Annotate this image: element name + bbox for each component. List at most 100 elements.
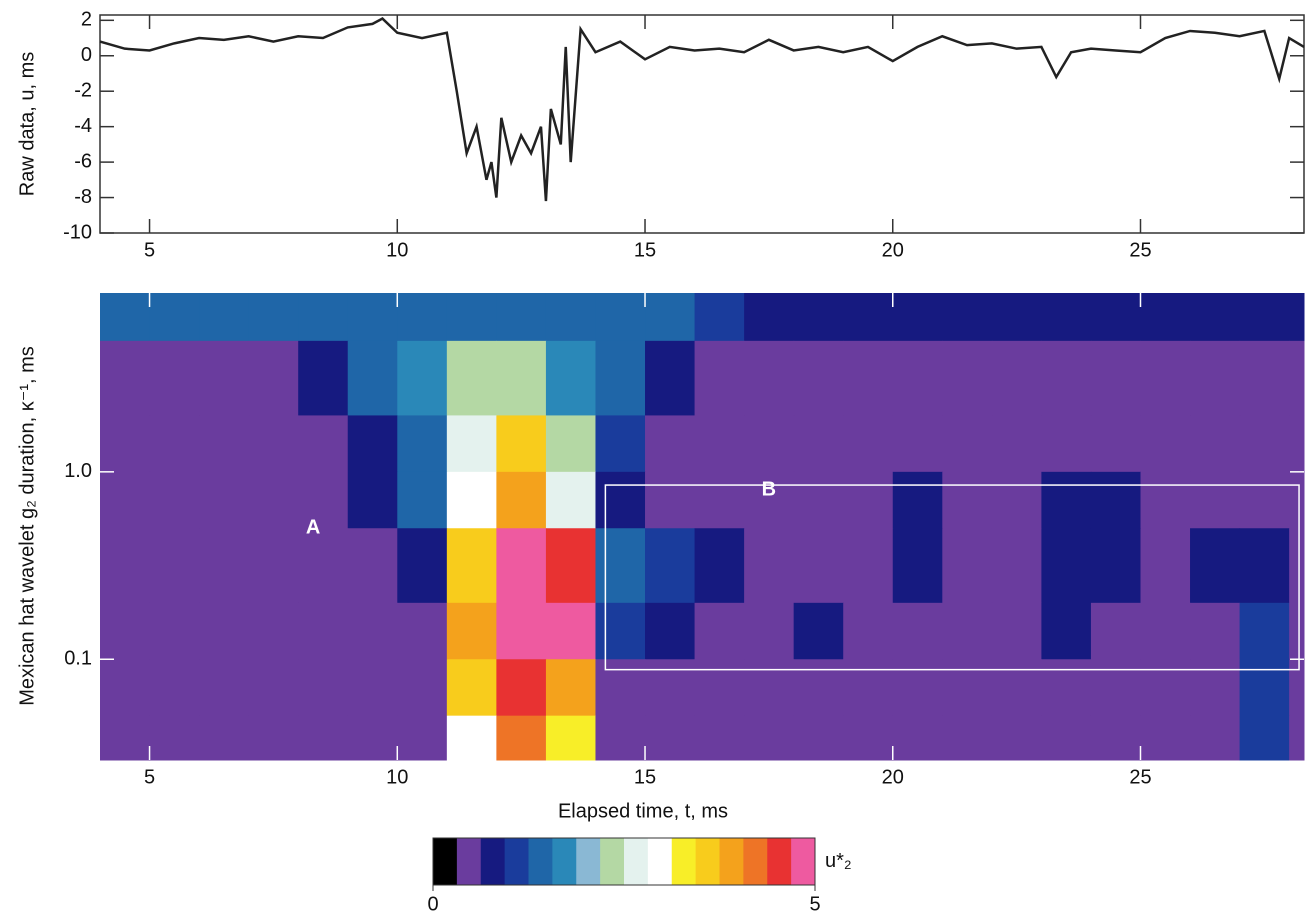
x-tick-label: 25: [1129, 239, 1151, 261]
heatmap-cell: [149, 340, 200, 416]
y-tick-label: -4: [74, 115, 92, 137]
heatmap-cell: [397, 471, 448, 529]
region-box: [604, 484, 1300, 671]
heatmap-cell: [446, 602, 497, 660]
heatmap-cell: [645, 340, 696, 416]
heatmap-cell: [892, 415, 943, 473]
heatmap-cell: [1041, 715, 1092, 761]
heatmap-cell: [645, 659, 696, 717]
heatmap-cell: [1239, 471, 1290, 529]
heatmap-cell: [1090, 293, 1141, 342]
heatmap-cell: [496, 415, 547, 473]
heatmap-cell: [1190, 602, 1241, 660]
heatmap-cell: [298, 415, 349, 473]
heatmap-cell: [595, 659, 646, 717]
heatmap-cell: [694, 293, 745, 342]
heatmap-cell: [149, 715, 200, 761]
colorbar-swatch: [576, 838, 601, 885]
heatmap-cell: [199, 293, 250, 342]
colorbar-swatch: [456, 838, 482, 885]
heatmap-cell: [645, 715, 696, 761]
colorbar-tick-label: 0: [427, 893, 438, 915]
heatmap-cell: [1041, 415, 1092, 473]
heatmap-cell: [199, 659, 250, 717]
heatmap-cell: [991, 659, 1042, 717]
heatmap-cell: [744, 659, 795, 717]
heatmap-cell: [496, 340, 547, 416]
heatmap-cell: [248, 340, 299, 416]
heatmap-cell: [1289, 528, 1305, 604]
heatmap-cell: [248, 293, 299, 342]
colorbar-swatch: [528, 838, 553, 885]
heatmap-cell: [298, 340, 349, 416]
heatmap-cell: [942, 602, 993, 660]
heatmap-cell: [1289, 602, 1305, 660]
heatmap-cell: [1239, 528, 1290, 604]
y-tick-label: -2: [74, 79, 92, 101]
x-tick-label: 5: [144, 239, 155, 261]
heatmap-cell: [645, 471, 696, 529]
heatmap-cell: [446, 293, 497, 342]
heatmap-cell: [793, 415, 844, 473]
heatmap-cell: [1239, 659, 1290, 717]
data-line: [99, 17, 1305, 202]
heatmap-cell: [744, 602, 795, 660]
heatmap-cell: [843, 602, 894, 660]
heatmap-cell: [100, 602, 151, 660]
heatmap-cell: [595, 415, 646, 473]
heatmap-cell: [793, 528, 844, 604]
heatmap-cell: [347, 659, 398, 717]
heatmap-cell: [694, 715, 745, 761]
heatmap-cell: [347, 471, 398, 529]
heatmap-cell: [248, 471, 299, 529]
heatmap-cell: [744, 715, 795, 761]
heatmap-cell: [694, 602, 745, 660]
heatmap-cell: [149, 415, 200, 473]
heatmap-cell: [991, 602, 1042, 660]
heatmap-cell: [892, 659, 943, 717]
heatmap-cell: [397, 602, 448, 660]
heatmap-cell: [645, 602, 696, 660]
heatmap-cell: [248, 528, 299, 604]
heatmap-cell: [149, 528, 200, 604]
heatmap-cell: [347, 602, 398, 660]
heatmap-cell: [248, 415, 299, 473]
x-tick-label: 15: [634, 766, 656, 788]
heatmap-cell: [149, 659, 200, 717]
colorbar-swatch: [433, 838, 458, 885]
colorbar-swatch: [719, 838, 744, 885]
x-tick-label: 20: [882, 766, 904, 788]
y-axis-label: Raw data, u, ms: [16, 52, 38, 197]
heatmap-cell: [149, 602, 200, 660]
heatmap-cell: [1190, 715, 1241, 761]
heatmap-cell: [645, 415, 696, 473]
heatmap-cell: [1239, 602, 1290, 660]
heatmap-cell: [843, 715, 894, 761]
heatmap-cell: [347, 415, 398, 473]
heatmap-cell: [298, 528, 349, 604]
heatmap-cell: [1140, 471, 1191, 529]
plot-frame: [99, 14, 1305, 234]
heatmap-cell: [595, 471, 646, 529]
heatmap-cell: [1090, 340, 1141, 416]
annotation: A: [306, 517, 320, 539]
colorbar-tick-label: 5: [809, 893, 820, 915]
heatmap-cell: [1140, 528, 1191, 604]
heatmap-cell: [843, 293, 894, 342]
y-tick-label: 0: [81, 44, 92, 66]
heatmap-cell: [694, 471, 745, 529]
heatmap-cell: [397, 715, 448, 761]
heatmap-cell: [397, 340, 448, 416]
heatmap-cell: [100, 340, 151, 416]
heatmap-cell: [248, 715, 299, 761]
heatmap-cell: [100, 415, 151, 473]
heatmap-cell: [1041, 340, 1092, 416]
heatmap-cell: [843, 528, 894, 604]
heatmap-cell: [1239, 415, 1290, 473]
colorbar-swatch: [552, 838, 577, 885]
x-tick-label: 10: [386, 766, 408, 788]
heatmap-cell: [1090, 602, 1141, 660]
heatmap-cell: [347, 715, 398, 761]
heatmap-cell: [942, 528, 993, 604]
